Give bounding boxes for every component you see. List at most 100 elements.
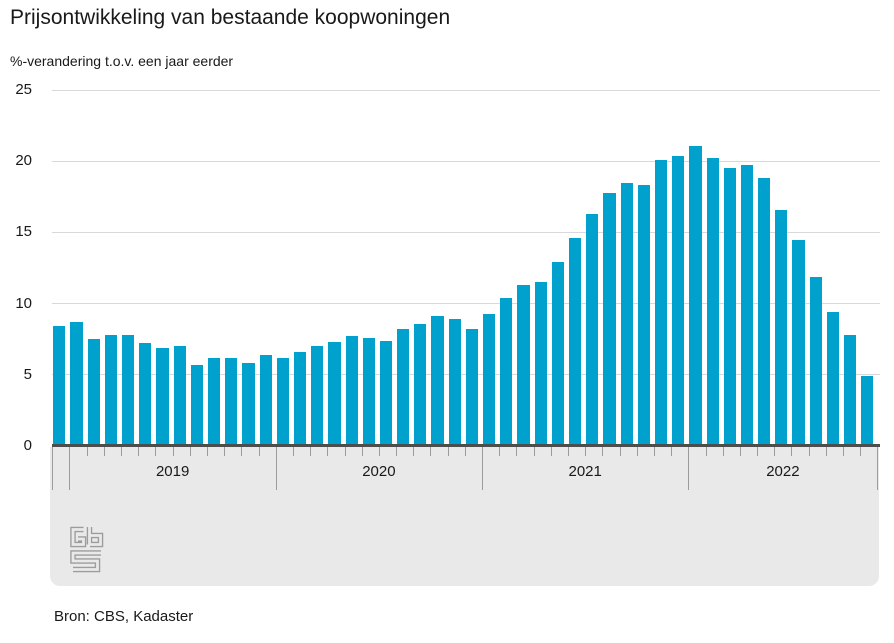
y-axis-label-10: 10	[15, 294, 32, 312]
x-axis-line	[52, 443, 880, 447]
bar-2019-06	[156, 347, 169, 446]
bar-2022-04	[740, 165, 754, 446]
x-axis-month-tick	[138, 447, 140, 456]
bar-2018-12	[53, 326, 66, 446]
x-axis-month-tick	[103, 447, 105, 456]
bar-2021-06	[569, 238, 582, 446]
bar-2022-10	[844, 334, 857, 446]
bar-2019-09	[208, 357, 221, 446]
x-axis-month-tick	[430, 447, 432, 456]
x-year-label-2022: 2022	[766, 463, 800, 480]
x-axis-year-tick	[877, 447, 879, 490]
x-axis-month-tick	[533, 447, 535, 456]
bar-2020-01	[276, 357, 289, 446]
x-axis-year-tick	[482, 447, 484, 490]
x-axis-year-tick	[688, 447, 690, 490]
gridline-25	[52, 89, 880, 91]
y-axis-label-5: 5	[23, 365, 32, 383]
x-axis-month-tick	[413, 447, 415, 456]
x-axis-month-tick	[568, 447, 569, 456]
bar-2021-12	[672, 155, 685, 446]
x-axis-month-tick	[739, 447, 741, 456]
x-axis-month-tick	[396, 447, 398, 456]
bar-2021-10	[637, 185, 650, 446]
bar-2020-08	[397, 329, 410, 446]
x-axis-month-tick	[172, 447, 174, 456]
x-axis-month-tick	[224, 447, 226, 456]
x-axis-month-tick	[207, 447, 208, 456]
bar-2019-07	[173, 346, 186, 446]
bar-2020-03	[311, 346, 324, 446]
bar-2021-07	[586, 213, 599, 446]
x-axis-year-tick	[69, 447, 71, 490]
x-axis-month-tick	[189, 447, 191, 456]
bar-2022-03	[723, 168, 736, 446]
x-axis-month-tick	[791, 447, 793, 456]
y-axis-label-0: 0	[23, 437, 32, 454]
plot-area	[52, 89, 880, 446]
bar-2021-11	[654, 159, 668, 446]
bar-2020-10	[431, 316, 444, 446]
bar-2019-05	[139, 343, 152, 446]
bar-2019-02	[87, 339, 100, 446]
bar-2020-09	[414, 323, 427, 446]
x-axis-month-tick	[310, 447, 312, 456]
y-axis-label-25: 25	[15, 81, 32, 98]
bar-2021-01	[483, 313, 496, 446]
x-axis-month-tick	[292, 447, 294, 456]
bar-2021-03	[517, 285, 530, 446]
x-axis-month-tick	[619, 447, 621, 456]
x-axis-month-tick	[327, 447, 329, 456]
bar-2021-08	[603, 192, 616, 446]
x-axis-month-tick	[843, 447, 845, 456]
bar-2022-05	[758, 178, 771, 446]
bar-2022-02	[706, 158, 719, 446]
bar-2022-09	[826, 312, 840, 446]
x-axis-month-tick	[241, 447, 243, 456]
x-axis-month-tick	[825, 447, 827, 456]
bar-2020-11	[448, 319, 461, 446]
bar-2021-02	[500, 297, 513, 446]
bar-series	[52, 90, 880, 446]
bar-2019-03	[104, 334, 118, 446]
bar-2021-05	[551, 262, 564, 446]
x-year-label-2019: 2019	[155, 463, 190, 480]
bar-2022-11	[861, 376, 874, 446]
x-year-label-2020: 2020	[362, 463, 396, 480]
bar-2022-01	[689, 145, 702, 446]
x-year-label-2021: 2021	[568, 463, 602, 480]
x-axis-month-tick	[121, 447, 123, 456]
bar-2020-05	[345, 336, 358, 446]
cbs-logo-icon	[70, 526, 104, 573]
x-axis-month-tick	[602, 447, 604, 456]
gridline-20	[52, 160, 880, 162]
x-axis-month-tick	[378, 447, 380, 456]
x-axis-month-tick	[774, 447, 776, 456]
x-axis-month-tick	[258, 447, 260, 456]
chart-subtitle: %-verandering t.o.v. een jaar eerder	[10, 53, 234, 69]
bar-2019-10	[225, 357, 238, 446]
x-axis-year-tick	[52, 447, 54, 490]
x-axis-month-tick	[653, 447, 655, 456]
gridline-15	[52, 231, 880, 233]
x-axis-month-tick	[671, 447, 673, 456]
x-axis-month-tick	[722, 447, 724, 456]
bar-2022-08	[809, 276, 822, 446]
chart-title: Prijsontwikkeling van bestaande koopwoni…	[10, 6, 451, 29]
source-note: Bron: CBS, Kadaster	[54, 608, 194, 625]
x-axis-month-tick	[636, 447, 638, 456]
bar-2020-12	[465, 329, 479, 446]
bar-2020-04	[328, 342, 341, 446]
y-axis-label-20: 20	[15, 152, 32, 170]
x-axis-year-tick	[275, 447, 277, 490]
y-axis-label-15: 15	[15, 223, 32, 241]
x-axis-month-tick	[757, 447, 759, 456]
bar-2020-02	[293, 352, 307, 446]
bar-2021-09	[620, 182, 633, 446]
bar-2020-06	[362, 337, 375, 446]
x-axis-month-tick	[86, 447, 88, 456]
x-axis-month-tick	[585, 447, 587, 456]
x-axis-month-tick	[155, 447, 157, 456]
bar-2022-06	[775, 209, 788, 446]
